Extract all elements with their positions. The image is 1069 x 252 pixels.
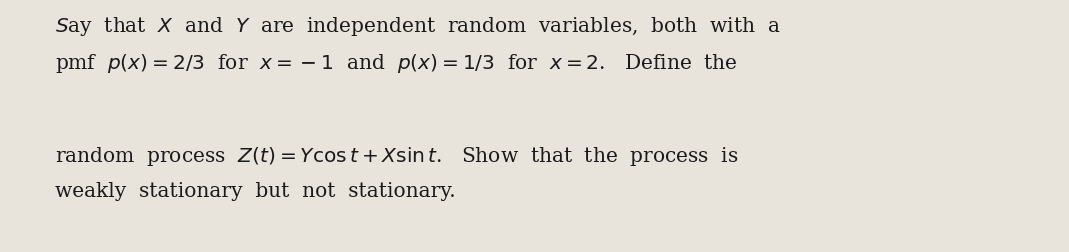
Text: pmf  $p(x)=2/3$  for  $x=-1$  and  $p(x)=1/3$  for  $x=2$.   Define  the: pmf $p(x)=2/3$ for $x=-1$ and $p(x)=1/3$… xyxy=(55,52,738,75)
Text: random  process  $Z(t) = Y\cos t + X\sin t$.   Show  that  the  process  is: random process $Z(t) = Y\cos t + X\sin t… xyxy=(55,145,739,168)
Text: $\mathit{S}$ay  that  $\mathit{X}$  and  $\mathit{Y}$  are  independent  random : $\mathit{S}$ay that $\mathit{X}$ and $\m… xyxy=(55,15,780,38)
Text: weakly  stationary  but  not  stationary.: weakly stationary but not stationary. xyxy=(55,182,455,201)
